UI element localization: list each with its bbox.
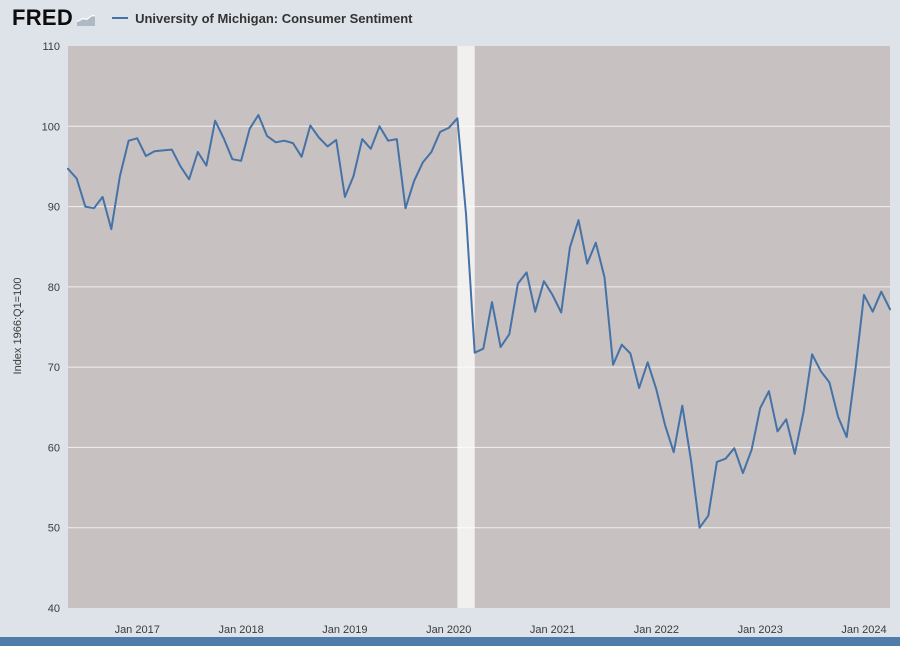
y-tick-label: 100 <box>42 121 60 133</box>
x-tick-label: Jan 2020 <box>426 624 471 636</box>
x-tick-label: Jan 2023 <box>738 624 783 636</box>
fred-logo-text: FRED <box>12 5 74 30</box>
x-tick-label: Jan 2018 <box>218 624 263 636</box>
x-tick-label: Jan 2021 <box>530 624 575 636</box>
plot-area[interactable] <box>68 46 890 608</box>
y-tick-label: 90 <box>48 202 60 214</box>
y-tick-label: 70 <box>48 362 60 374</box>
legend-line-swatch <box>112 17 129 19</box>
x-tick-label: Jan 2024 <box>841 624 886 636</box>
x-tick-label: Jan 2017 <box>115 624 160 636</box>
fred-logo[interactable]: FRED <box>12 7 96 29</box>
x-tick-label: Jan 2019 <box>322 624 367 636</box>
y-tick-label: 60 <box>48 442 60 454</box>
y-tick-label: 40 <box>48 603 60 615</box>
recession-band <box>457 46 475 608</box>
sentiment-series-line[interactable] <box>67 114 891 529</box>
legend-series-label: University of Michigan: Consumer Sentime… <box>135 10 413 26</box>
y-axis-title: Index 1966:Q1=100 <box>12 277 24 375</box>
footer-bar <box>0 637 900 646</box>
header: FRED University of Michigan: Consumer Se… <box>0 0 900 36</box>
y-tick-label: 80 <box>48 282 60 294</box>
fred-logo-sparkline-icon <box>76 15 96 26</box>
chart-legend: University of Michigan: Consumer Sentime… <box>112 11 412 26</box>
y-tick-label: 110 <box>42 41 60 53</box>
x-tick-label: Jan 2022 <box>634 624 679 636</box>
y-tick-label: 50 <box>48 523 60 535</box>
